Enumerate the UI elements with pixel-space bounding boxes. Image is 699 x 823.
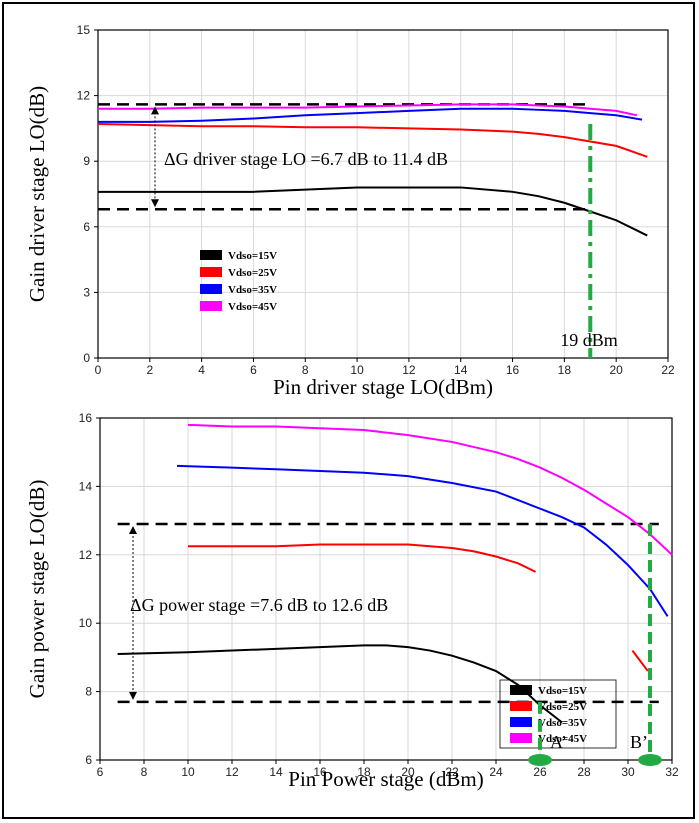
chart2-marker-oval xyxy=(638,754,662,766)
chart2-x-tick-label: 16 xyxy=(313,765,327,779)
chart2-point-a-label: A’ xyxy=(550,732,567,752)
chart2-series-line xyxy=(176,464,669,617)
chart2-x-tick-label: 32 xyxy=(665,765,679,779)
chart1-axes-box xyxy=(97,29,669,359)
chart1-x-tick-label: 8 xyxy=(302,363,309,377)
chart1-legend-label: Vdso=45V xyxy=(228,301,277,313)
chart2-x-tick-label: 14 xyxy=(269,765,283,779)
chart2-x-tick-label: 10 xyxy=(181,765,195,779)
chart1-vline-label: 19 dBm xyxy=(560,330,618,350)
chart1-series-line xyxy=(98,186,648,237)
chart2-legend-swatch xyxy=(510,685,532,695)
chart2-legend-swatch xyxy=(510,717,532,727)
chart1-x-tick-label: 2 xyxy=(146,363,153,377)
chart2-x-tick-label: 28 xyxy=(577,765,591,779)
chart1-x-tick-label: 16 xyxy=(506,363,520,377)
chart2-y-tick-label: 8 xyxy=(85,685,92,699)
chart2-x-tick-label: 22 xyxy=(445,765,459,779)
chart1-legend-label: Vdso=25V xyxy=(228,267,277,279)
chart1-y-tick-label: 6 xyxy=(83,220,90,234)
chart2-series-line xyxy=(187,423,673,556)
chart2-y-tick-label: 14 xyxy=(79,479,93,493)
chart1-x-tick-label: 0 xyxy=(95,363,102,377)
chart1-y-tick-label: 12 xyxy=(77,89,91,103)
chart2-delta-arrowhead xyxy=(129,526,137,535)
chart1-x-axis-label: Pin driver stage LO(dBm) xyxy=(273,375,493,399)
chart1-x-tick-label: 20 xyxy=(610,363,624,377)
chart2-x-tick-label: 26 xyxy=(533,765,547,779)
chart2-x-axis-label: Pin Power stage (dBm) xyxy=(288,767,483,791)
chart1-legend-swatch xyxy=(200,284,222,294)
chart1-legend-label: Vdso=35V xyxy=(228,284,277,296)
chart1-legend-swatch xyxy=(200,267,222,277)
chart2-legend-box xyxy=(499,679,617,749)
chart2-legend-label: Vdso=35V xyxy=(538,717,587,729)
chart1-y-tick-label: 3 xyxy=(83,285,90,299)
chart1-y-tick-label: 15 xyxy=(77,23,91,37)
chart2-legend-swatch xyxy=(510,701,532,711)
chart1-y-axis-label: Gain driver stage LO(dB) xyxy=(25,86,49,302)
chart1-legend-label: Vdso=15V xyxy=(228,250,277,262)
chart1-series-line xyxy=(98,107,643,123)
chart2-x-tick-label: 6 xyxy=(97,765,104,779)
chart1-legend-swatch xyxy=(200,250,222,260)
chart2-y-tick-label: 10 xyxy=(79,616,93,630)
chart1-legend: Vdso=15V Vdso=25V Vdso=35V Vdso=45V xyxy=(200,250,277,313)
chart1-x-tick-label: 18 xyxy=(558,363,572,377)
chart1-x-tick-label: 10 xyxy=(350,363,364,377)
chart1-x-tick-label: 6 xyxy=(250,363,257,377)
chart2-legend-label: Vdso=25V xyxy=(538,701,587,713)
chart2-y-axis-label: Gain power stage LO(dB) xyxy=(25,480,49,699)
chart1-x-tick-label: 4 xyxy=(198,363,205,377)
chart1-x-tick-label: 12 xyxy=(402,363,416,377)
chart2-y-tick-label: 16 xyxy=(79,411,93,425)
chart2-marker-oval xyxy=(528,754,552,766)
chart2-delta-annotation: ΔG power stage =7.6 dB to 12.6 dB xyxy=(130,595,388,615)
chart1-series-line xyxy=(98,103,638,117)
chart1-delta-arrowhead xyxy=(151,106,159,115)
chart2-y-tick-label: 12 xyxy=(79,548,93,562)
chart2-x-tick-label: 20 xyxy=(401,765,415,779)
chart1-y-tick-label: 9 xyxy=(83,154,90,168)
chart2-plot-area: 6 8 10 12 14 16 18 20 22 24 26 28 30 32 6 8 10 12 14 16 Vdso… xyxy=(79,411,679,779)
chart2-point-b-label: B’ xyxy=(630,732,648,752)
chart1-legend-swatch xyxy=(200,301,222,311)
chart1-series-line xyxy=(97,123,648,158)
chart2-legend-label: Vdso=45V xyxy=(538,733,587,745)
chart2-legend-swatch xyxy=(510,733,532,743)
chart1-y-tick-label: 0 xyxy=(83,351,90,365)
chart2-x-tick-label: 8 xyxy=(141,765,148,779)
chart2-series-line xyxy=(117,644,563,724)
chart2-axes-box xyxy=(99,417,673,761)
chart2-x-tick-label: 18 xyxy=(357,765,371,779)
chart1-delta-annotation: ΔG driver stage LO =6.7 dB to 11.4 dB xyxy=(164,149,448,169)
chart1-x-tick-label: 22 xyxy=(661,363,675,377)
chart1-x-tick-label: 14 xyxy=(454,363,468,377)
chart2-x-tick-label: 24 xyxy=(489,765,503,779)
chart1-delta-arrowhead xyxy=(151,199,159,208)
chart2-series-line xyxy=(188,543,537,573)
chart2-legend-label: Vdso=15V xyxy=(538,685,587,697)
chart2-y-tick-label: 6 xyxy=(85,753,92,767)
chart2-x-tick-label: 30 xyxy=(621,765,635,779)
chart1-plot-area: 0 2 4 6 8 10 12 14 16 18 20 2203691215Vdso=15VVdso=… xyxy=(77,23,675,377)
chart2-delta-arrowhead xyxy=(129,691,137,700)
chart2-series-line xyxy=(631,649,649,672)
chart2-x-tick-label: 12 xyxy=(225,765,239,779)
chart2-legend: Vdso=15V Vdso=25V Vdso=35V Vdso=45V xyxy=(499,679,617,749)
